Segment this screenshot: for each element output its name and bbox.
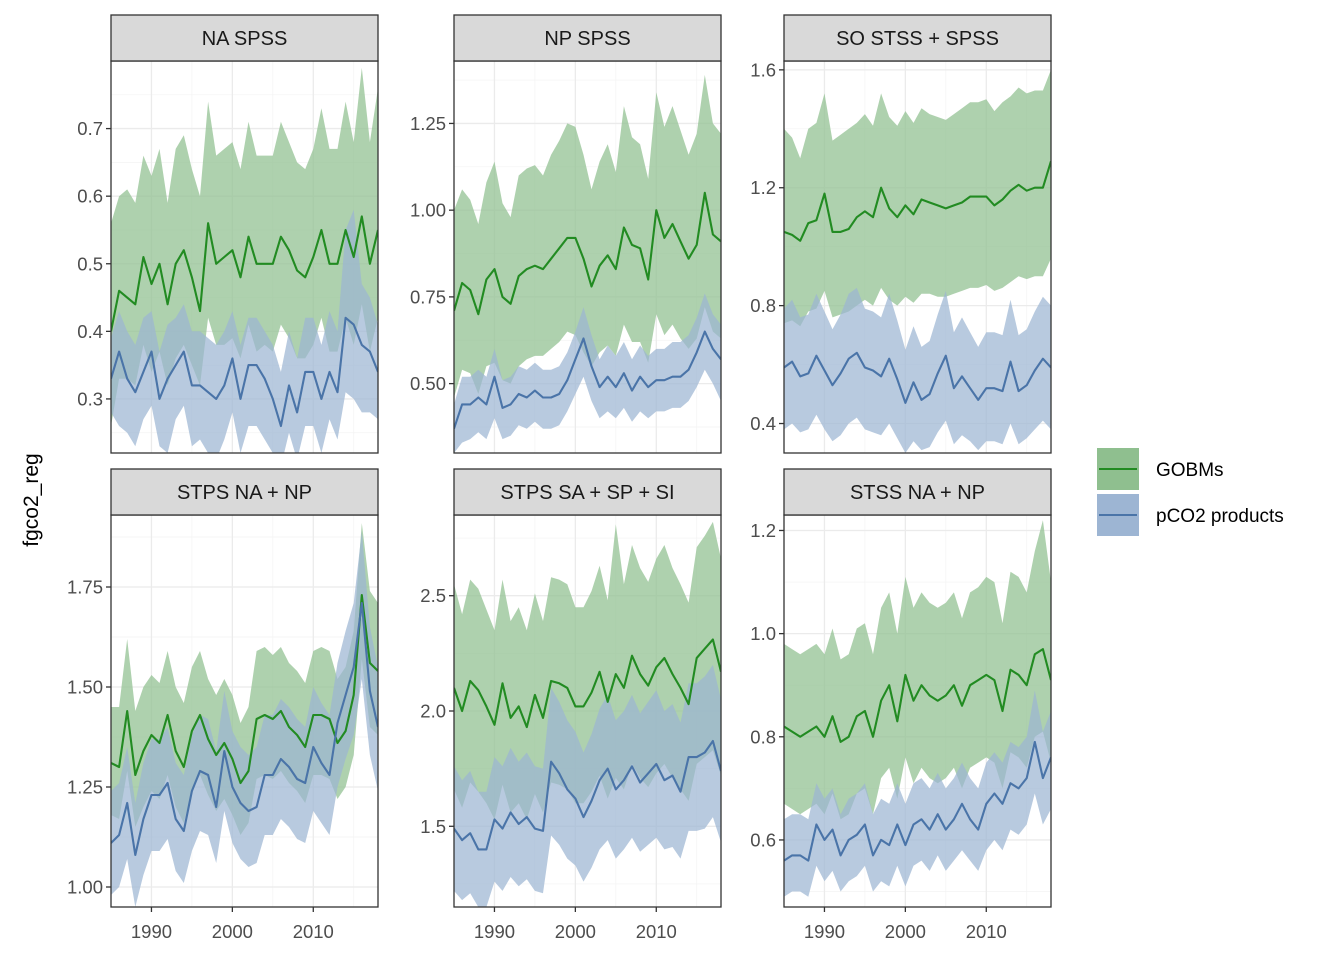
y-tick-label: 1.75 — [67, 577, 103, 598]
y-tick-label: 1.00 — [410, 200, 446, 221]
facet-title: NA SPSS — [202, 28, 288, 50]
pco2-mean-line — [111, 601, 378, 857]
facet-strip — [110, 468, 379, 516]
pco2-mean-line — [454, 739, 721, 851]
y-tick-label: 0.50 — [410, 373, 446, 394]
panel-data — [784, 69, 1051, 453]
facet-strip — [453, 14, 722, 62]
facet-title: STPS SA + SP + SI — [500, 482, 674, 504]
facet-strip — [110, 14, 379, 62]
gobm-mean-line — [784, 160, 1051, 242]
y-tick-label: 0.8 — [750, 295, 776, 316]
gobm-mean-line — [454, 638, 721, 729]
pco2-range-band — [111, 531, 378, 907]
x-tick-label: 1990 — [131, 921, 172, 942]
facet-title: STPS NA + NP — [177, 482, 312, 504]
gobm-range-band — [784, 69, 1051, 327]
x-tick-label: 2000 — [555, 921, 596, 942]
pco2-range-band — [454, 664, 721, 907]
y-tick-label: 2.0 — [420, 701, 446, 722]
y-tick-label: 0.4 — [750, 413, 776, 434]
y-tick-label: 2.5 — [420, 585, 446, 606]
gobm-mean-line — [784, 648, 1051, 743]
y-tick-label: 0.7 — [77, 118, 103, 139]
pco2-mean-line — [784, 351, 1051, 404]
facet-title: STSS NA + NP — [850, 482, 985, 504]
x-tick-label: 1990 — [804, 921, 845, 942]
y-tick-label: 1.0 — [750, 623, 776, 644]
panel-data — [454, 74, 721, 453]
pco2-mean-line — [454, 330, 721, 430]
facet-panel: STSS NA + NP 0.6 0.8 1.0 1.2 1990 2000 2010 — [750, 468, 1052, 942]
facet-strip — [453, 468, 722, 516]
x-tick-label: 2000 — [885, 921, 926, 942]
pco2-range-band — [784, 287, 1051, 453]
facet-panel: NA SPSS 0.3 0.4 0.5 0.6 0.7 — [77, 14, 379, 454]
y-tick-label: 0.6 — [750, 829, 776, 850]
gobm-range-band — [784, 520, 1051, 820]
x-tick-label: 2010 — [966, 921, 1007, 942]
legend-label: GOBMs — [1156, 460, 1224, 481]
x-tick-label: 2010 — [293, 921, 334, 942]
y-tick-label: 1.2 — [750, 520, 776, 541]
y-tick-label: 1.50 — [67, 677, 103, 698]
legend-item: GOBMs — [1097, 448, 1224, 490]
panel-data — [784, 520, 1051, 897]
y-tick-label: 0.6 — [77, 186, 103, 207]
panel-data — [111, 523, 378, 907]
x-tick-label: 2000 — [212, 921, 253, 942]
pco2-range-band — [111, 209, 378, 453]
pco2-mean-line — [784, 740, 1051, 862]
pco2-mean-line — [111, 316, 378, 428]
legend: GOBMs pCO2 products — [1097, 448, 1284, 536]
facet-panel: STPS SA + SP + SI 1.5 2.0 2.5 1990 2000 2010 — [420, 468, 722, 942]
y-tick-label: 0.75 — [410, 286, 446, 307]
y-tick-label: 1.25 — [67, 777, 103, 798]
facet-title: SO STSS + SPSS — [836, 28, 999, 50]
panel-data — [111, 67, 378, 453]
y-tick-label: 0.8 — [750, 726, 776, 747]
y-axis-title: fgco2_reg — [20, 453, 43, 546]
facet-panel: SO STSS + SPSS 0.4 0.8 1.2 1.6 — [750, 14, 1052, 454]
gobm-range-band — [454, 74, 721, 398]
gobm-mean-line — [111, 215, 378, 332]
gobm-mean-line — [454, 191, 721, 316]
facet-panel: NP SPSS 0.50 0.75 1.00 1.25 — [410, 14, 722, 454]
gobm-mean-line — [111, 593, 378, 785]
panels-layer: NA SPSS 0.3 0.4 0.5 0.6 0.7 NP SPSS 0.50 0.75 1.0… — [67, 14, 1052, 942]
y-tick-label: 1.25 — [410, 113, 446, 134]
y-tick-label: 0.5 — [77, 253, 103, 274]
pco2-range-band — [454, 293, 721, 453]
legend-item: pCO2 products — [1097, 494, 1284, 536]
y-tick-label: 1.00 — [67, 877, 103, 898]
facet-strip — [783, 14, 1052, 62]
x-tick-label: 1990 — [474, 921, 515, 942]
y-tick-label: 0.3 — [77, 388, 103, 409]
y-tick-label: 0.4 — [77, 321, 103, 342]
y-tick-label: 1.5 — [420, 816, 446, 837]
y-tick-label: 1.6 — [750, 59, 776, 80]
panel-data — [454, 521, 721, 907]
facet-title: NP SPSS — [544, 28, 630, 50]
y-tick-label: 1.2 — [750, 177, 776, 198]
legend-label: pCO2 products — [1156, 506, 1284, 527]
x-tick-label: 2010 — [636, 921, 677, 942]
pco2-range-band — [784, 690, 1051, 897]
facet-strip — [783, 468, 1052, 516]
facet-panel: STPS NA + NP 1.00 1.25 1.50 1.75 1990 2000 2010 — [67, 468, 379, 942]
